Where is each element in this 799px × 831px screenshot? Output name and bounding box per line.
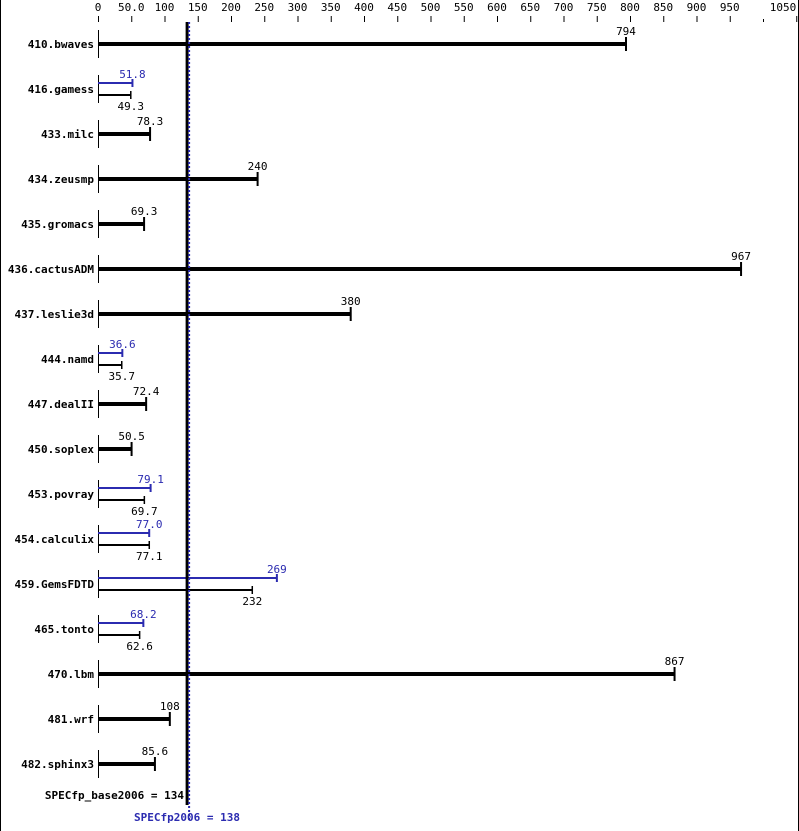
x-tick-label: 500 xyxy=(421,1,441,14)
peak-reference-label: SPECfp2006 = 138 xyxy=(134,811,240,824)
category-label: 434.zeusmp xyxy=(28,173,95,186)
x-tick-label: 200 xyxy=(221,1,241,14)
x-tick-label: 700 xyxy=(554,1,574,14)
category-label: 465.tonto xyxy=(34,623,94,636)
value-label: 78.3 xyxy=(137,115,164,128)
category-label: 454.calculix xyxy=(15,533,95,546)
peak-value-label: 269 xyxy=(267,563,287,576)
x-tick-label: 650 xyxy=(520,1,540,14)
peak-value-label: 68.2 xyxy=(130,608,157,621)
x-tick-label: 50.0 xyxy=(118,1,145,14)
peak-value-label: 77.0 xyxy=(136,518,163,531)
x-tick-label: 400 xyxy=(354,1,374,14)
category-label: 482.sphinx3 xyxy=(21,758,94,771)
value-label: 380 xyxy=(341,295,361,308)
category-label: 447.dealII xyxy=(28,398,94,411)
value-label: 69.3 xyxy=(131,205,158,218)
x-tick-label: 850 xyxy=(653,1,673,14)
value-label: 240 xyxy=(248,160,268,173)
category-label: 437.leslie3d xyxy=(15,308,94,321)
base-value-label: 62.6 xyxy=(126,640,153,653)
base-value-label: 49.3 xyxy=(118,100,145,113)
base-value-label: 35.7 xyxy=(108,370,135,383)
value-label: 72.4 xyxy=(133,385,160,398)
value-label: 85.6 xyxy=(142,745,169,758)
value-label: 108 xyxy=(160,700,180,713)
category-label: 444.namd xyxy=(41,353,94,366)
x-tick-label: 800 xyxy=(620,1,640,14)
category-label: 450.soplex xyxy=(28,443,95,456)
base-value-label: 232 xyxy=(242,595,262,608)
x-tick-label: 150 xyxy=(188,1,208,14)
base-value-label: 77.1 xyxy=(136,550,163,563)
category-label: 416.gamess xyxy=(28,83,94,96)
x-tick-label: 1050 xyxy=(770,1,797,14)
x-tick-label: 100 xyxy=(155,1,175,14)
peak-value-label: 51.8 xyxy=(119,68,146,81)
x-tick-label: 900 xyxy=(687,1,707,14)
base-reference-label: SPECfp_base2006 = 134 xyxy=(45,789,184,802)
base-value-label: 69.7 xyxy=(131,505,158,518)
category-label: 436.cactusADM xyxy=(8,263,94,276)
value-label: 967 xyxy=(731,250,751,263)
x-tick-label: 600 xyxy=(487,1,507,14)
category-label: 410.bwaves xyxy=(28,38,94,51)
category-label: 470.lbm xyxy=(48,668,95,681)
category-label: 459.GemsFDTD xyxy=(15,578,95,591)
x-tick-label: 950 xyxy=(720,1,740,14)
category-label: 453.povray xyxy=(28,488,95,501)
value-label: 794 xyxy=(616,25,636,38)
value-label: 867 xyxy=(665,655,685,668)
x-tick-label: 350 xyxy=(321,1,341,14)
peak-value-label: 79.1 xyxy=(137,473,164,486)
x-tick-label: 450 xyxy=(387,1,407,14)
category-label: 433.milc xyxy=(41,128,94,141)
x-tick-label: 250 xyxy=(254,1,274,14)
x-tick-label: 0 xyxy=(95,1,102,14)
x-tick-label: 550 xyxy=(454,1,474,14)
value-label: 50.5 xyxy=(118,430,145,443)
category-label: 481.wrf xyxy=(48,713,94,726)
x-tick-label: 300 xyxy=(288,1,308,14)
x-tick-label: 750 xyxy=(587,1,607,14)
category-label: 435.gromacs xyxy=(21,218,94,231)
peak-value-label: 36.6 xyxy=(109,338,136,351)
